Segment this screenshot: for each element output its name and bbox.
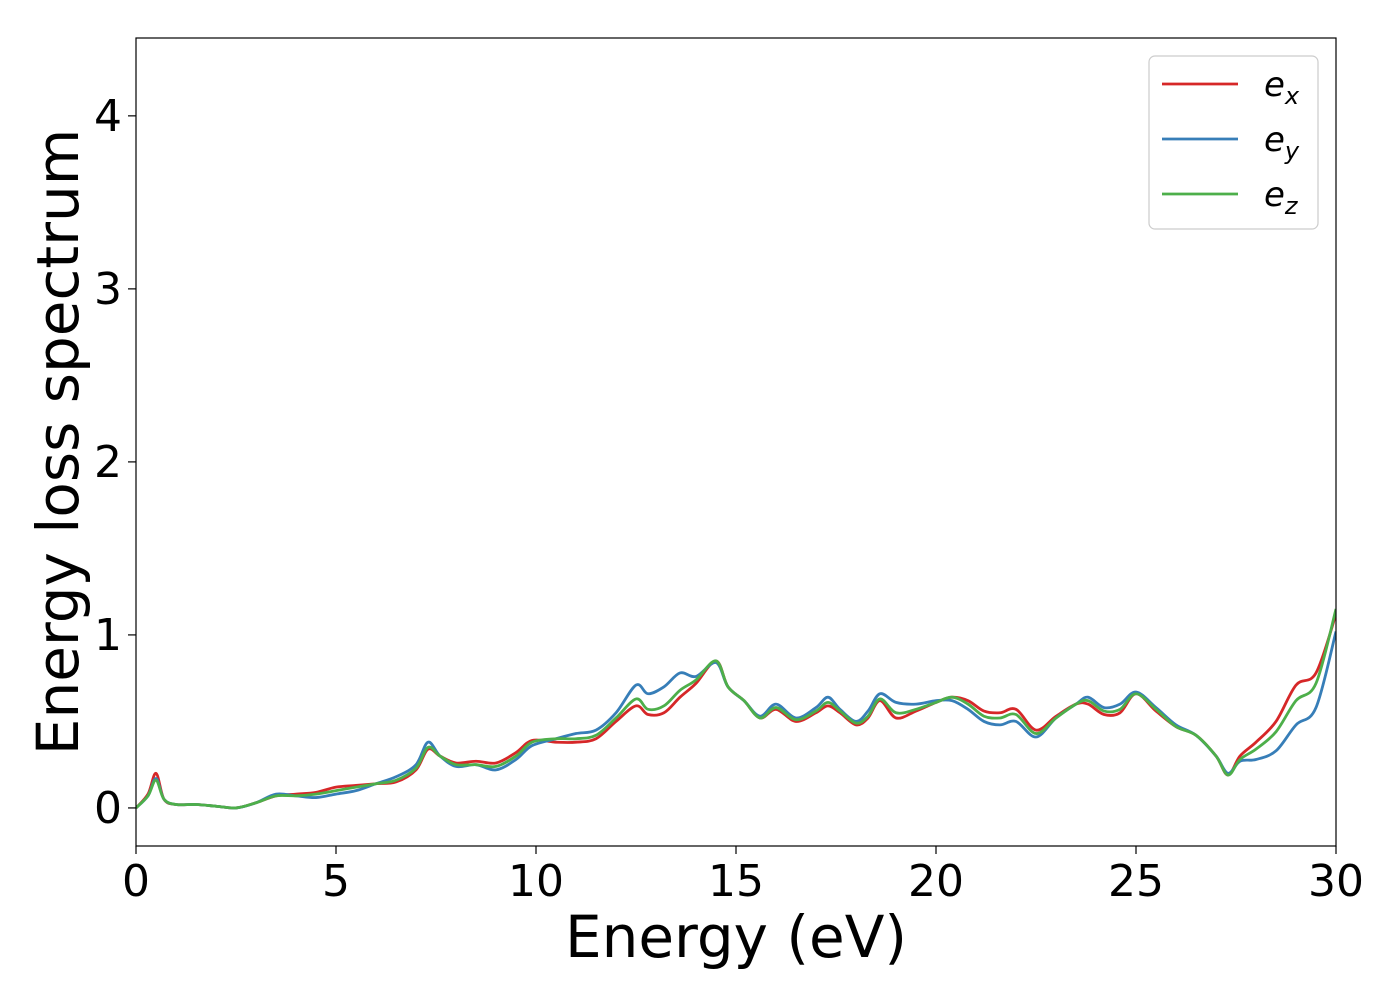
x-tick-label: 10 xyxy=(508,856,564,907)
y-tick-label: 3 xyxy=(94,264,122,315)
legend-label-base: e xyxy=(1264,120,1285,160)
x-axis-label: Energy (eV) xyxy=(565,903,907,971)
series-line-y xyxy=(136,631,1336,810)
legend-label-base: e xyxy=(1264,175,1285,215)
y-axis-label: Energy loss spectrum xyxy=(24,129,92,755)
series-line-z xyxy=(136,608,1336,810)
legend-label-subscript: x xyxy=(1284,82,1300,110)
x-tick-label: 30 xyxy=(1308,856,1364,907)
x-tick-label: 15 xyxy=(708,856,764,907)
y-tick-label: 4 xyxy=(94,91,122,142)
legend-label-subscript: y xyxy=(1284,137,1300,165)
ticks-layer: 0 5 10 15 20 25 30 0 1 2 3 4 xyxy=(94,91,1364,907)
x-tick-label: 0 xyxy=(122,856,150,907)
y-tick-label: 0 xyxy=(94,783,122,834)
x-tick-label: 5 xyxy=(322,856,350,907)
y-tick-label: 1 xyxy=(94,610,122,661)
legend-label-base: e xyxy=(1264,65,1285,105)
legend-label-x: ex xyxy=(1264,65,1300,110)
legend-label-subscript: z xyxy=(1284,192,1299,220)
y-tick-label: 2 xyxy=(94,437,122,488)
x-tick-label: 20 xyxy=(908,856,964,907)
legend-label-z: ez xyxy=(1264,175,1299,220)
series-layer xyxy=(136,608,1336,810)
x-tick-label: 25 xyxy=(1108,856,1164,907)
legend-box xyxy=(1148,55,1319,230)
legend-label-y: ey xyxy=(1264,120,1300,165)
